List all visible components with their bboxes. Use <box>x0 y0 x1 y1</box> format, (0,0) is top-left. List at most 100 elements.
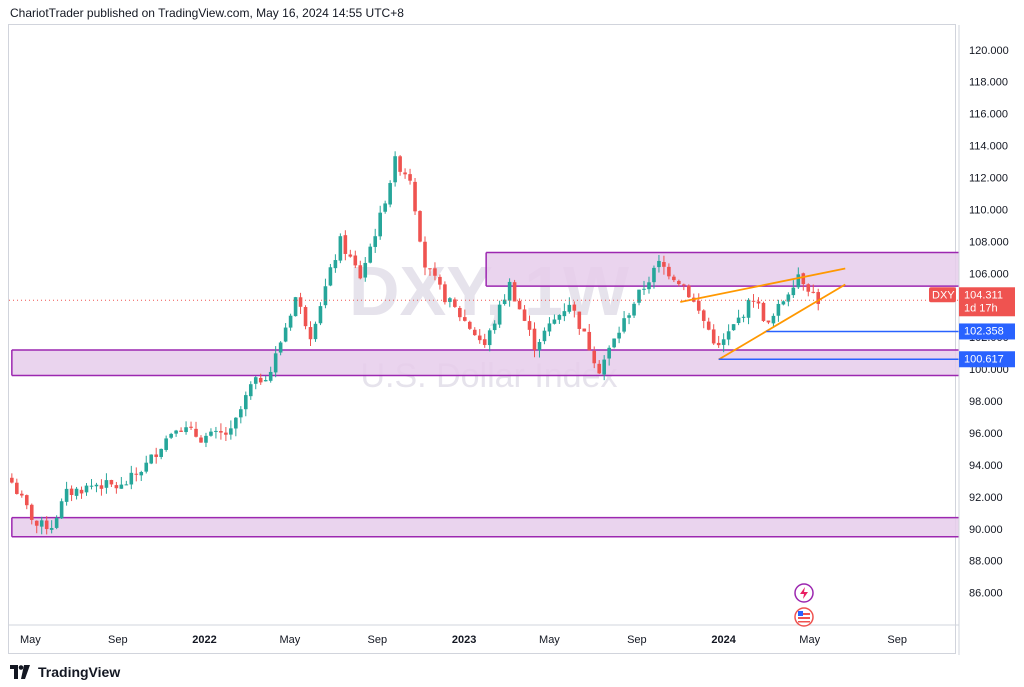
candle-body-161 <box>811 291 816 293</box>
y-tick-label-1: 118.000 <box>969 77 1008 89</box>
candle-body-24 <box>129 472 134 485</box>
candle-body-39 <box>204 435 208 443</box>
candle-body-123 <box>622 318 626 332</box>
candle-body-97 <box>492 323 497 331</box>
flag-icon-canton <box>798 611 803 616</box>
candles-layer <box>10 151 821 535</box>
candle-body-140 <box>706 321 711 330</box>
lightning-icon <box>794 583 814 603</box>
candle-body-3 <box>24 495 29 506</box>
candle-body-72 <box>368 246 373 263</box>
x-tick-label-3: May <box>279 634 300 646</box>
candle-body-34 <box>179 430 183 432</box>
candle-body-118 <box>597 363 602 374</box>
flag-icon <box>794 607 814 627</box>
candle-body-26 <box>139 472 144 476</box>
candle-body-59 <box>303 307 308 327</box>
candle-body-116 <box>587 331 592 351</box>
flag-icon-stripe-3 <box>798 621 810 623</box>
candle-body-149 <box>751 300 756 302</box>
candle-body-98 <box>497 304 502 325</box>
candle-body-145 <box>731 324 736 331</box>
candle-body-162 <box>816 292 821 304</box>
candle-body-141 <box>711 329 716 344</box>
candle-body-136 <box>687 285 691 298</box>
candle-body-87 <box>443 284 447 303</box>
candle-body-108 <box>547 323 552 332</box>
candle-body-148 <box>746 299 751 318</box>
level-label-1: 100.617 <box>959 351 1015 368</box>
symbol-tag-bg <box>929 287 956 303</box>
candle-body-12 <box>69 488 74 496</box>
price-axis[interactable]: 120.000 118.000 116.000 114.000 112.000 110.0… <box>929 25 1015 655</box>
candle-body-96 <box>487 330 492 346</box>
candle-body-154 <box>776 303 781 316</box>
candle-body-57 <box>293 297 298 317</box>
candle-body-30 <box>159 448 163 457</box>
candle-body-23 <box>124 484 129 486</box>
candle-body-122 <box>617 332 621 339</box>
time-axis[interactable]: May Sep 2022 May Sep 2023 May Sep 2024 May Sep <box>9 624 959 646</box>
tradingview-logo-icon <box>10 665 30 679</box>
candle-body-69 <box>353 255 358 266</box>
x-tick-label-8: 2024 <box>711 634 736 646</box>
candle-body-119 <box>602 359 606 375</box>
zone-1 <box>11 349 960 376</box>
y-tick-label-3: 114.000 <box>969 141 1008 153</box>
candle-body-36 <box>189 426 193 428</box>
candle-body-82 <box>418 211 422 242</box>
level-label-1-bg <box>959 351 1015 368</box>
candle-body-132 <box>667 266 671 277</box>
candle-body-79 <box>403 172 407 175</box>
candle-body-60 <box>308 327 313 340</box>
candle-body-126 <box>637 289 641 303</box>
candle-body-15 <box>84 485 89 493</box>
price-chart[interactable]: DXY, 1W U.S. Dollar Index 120.000118.000… <box>9 25 1023 655</box>
candle-body-25 <box>134 473 139 475</box>
x-tick-label-1: Sep <box>108 634 128 646</box>
candle-body-76 <box>388 183 392 205</box>
candle-body-61 <box>313 323 318 340</box>
candle-body-54 <box>278 342 283 353</box>
candle-body-135 <box>682 284 686 286</box>
candle-body-83 <box>423 241 427 268</box>
candle-body-47 <box>243 395 248 410</box>
publisher-header: ChariotTrader published on TradingView.c… <box>10 6 404 20</box>
y-tick-label-11: 98.000 <box>969 396 1003 408</box>
y-tick-label-0: 120.000 <box>969 45 1009 57</box>
candle-body-104 <box>527 321 532 330</box>
zone-0 <box>486 252 959 287</box>
y-tick-label-6: 108.000 <box>969 236 1009 248</box>
y-tick-label-17: 86.000 <box>969 588 1003 600</box>
candle-body-71 <box>363 262 368 278</box>
current-price-label-text-0: 104.311 <box>964 289 1003 301</box>
y-tick-label-15: 90.000 <box>969 524 1003 536</box>
candle-body-143 <box>721 339 726 345</box>
wedge-line-1 <box>718 283 846 361</box>
y-tick-label-2: 116.000 <box>969 109 1008 121</box>
candle-body-89 <box>453 299 457 307</box>
candle-body-16 <box>89 485 94 487</box>
candle-body-52 <box>268 371 273 381</box>
candle-body-127 <box>642 288 646 290</box>
candle-body-114 <box>577 311 582 329</box>
y-tick-label-16: 88.000 <box>969 556 1003 568</box>
candle-body-101 <box>512 282 517 302</box>
candle-body-94 <box>477 335 482 341</box>
candle-body-155 <box>781 301 786 305</box>
candle-body-31 <box>164 438 168 450</box>
candle-body-8 <box>49 528 54 530</box>
candle-body-138 <box>696 300 701 311</box>
candle-body-68 <box>348 254 353 257</box>
candle-body-43 <box>224 432 228 435</box>
level-label-0-bg <box>959 323 1015 340</box>
chart-frame[interactable]: DXY, 1W U.S. Dollar Index 120.000118.000… <box>8 24 1015 655</box>
candle-body-128 <box>647 282 651 290</box>
candle-body-4 <box>29 504 34 520</box>
candle-body-10 <box>59 501 64 519</box>
x-tick-label-7: Sep <box>627 634 647 646</box>
candle-body-48 <box>248 384 253 397</box>
zone-2 <box>11 517 960 537</box>
candle-body-13 <box>74 488 79 496</box>
